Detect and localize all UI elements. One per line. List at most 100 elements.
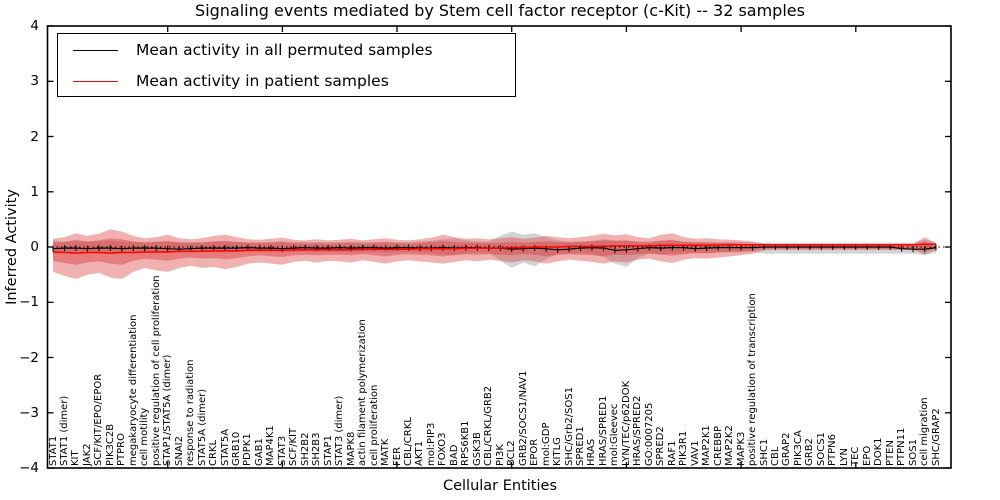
x-category-label: CRKL bbox=[208, 439, 220, 466]
x-category-label: SPRED2 bbox=[655, 426, 667, 466]
x-category-label: SHC1 bbox=[758, 438, 770, 466]
legend-box: Mean activity in all permuted samples Me… bbox=[57, 33, 516, 97]
x-category-label: SOS1 bbox=[907, 439, 919, 466]
x-category-label: megakaryocyte differentiation bbox=[127, 314, 139, 466]
x-category-label: PIK3C2B bbox=[104, 423, 116, 466]
x-category-label: GO:0007205 bbox=[643, 402, 655, 466]
x-category-label: GRB10 bbox=[230, 431, 242, 466]
x-category-label: FOXO3 bbox=[437, 432, 449, 466]
x-category-label: PIK3CA bbox=[792, 430, 804, 466]
x-category-label: PTPN6 bbox=[827, 433, 839, 466]
x-category-label: VAV1 bbox=[689, 440, 701, 466]
x-category-label: SPRED1 bbox=[575, 426, 587, 466]
x-category-label: GRAP2 bbox=[781, 432, 793, 466]
x-category-label: SHC/GRAP2 bbox=[930, 408, 942, 466]
x-axis-label: Cellular Entities bbox=[442, 478, 558, 494]
x-category-label: TEC bbox=[850, 446, 862, 466]
x-category-label: BCL2 bbox=[506, 440, 518, 466]
x-category-label: PTPN11 bbox=[896, 427, 908, 466]
legend-entry-patient: Mean activity in patient samples bbox=[58, 66, 515, 96]
x-category-label: STAT5A bbox=[219, 428, 231, 466]
x-category-label: SCF/KIT bbox=[288, 427, 300, 466]
y-tick-label: −2 bbox=[19, 349, 39, 366]
x-category-label: PDPK1 bbox=[242, 433, 254, 466]
x-category-label: GRB2/SOCS1/NAV1 bbox=[517, 370, 529, 466]
x-category-label: STAT1 (dimer) bbox=[58, 395, 70, 466]
x-category-label: CREBBP bbox=[712, 426, 724, 466]
x-category-label: BAD bbox=[448, 444, 460, 466]
x-category-label: STAP1/STAT5A (dimer) bbox=[162, 354, 174, 466]
legend-label: Mean activity in patient samples bbox=[136, 72, 389, 90]
x-category-label: STAT3 (dimer) bbox=[334, 395, 346, 466]
x-category-label: PI3K bbox=[494, 444, 506, 466]
x-category-label: STAT3 bbox=[276, 435, 288, 466]
y-tick-label: −3 bbox=[19, 404, 39, 421]
x-category-label: SCF/KIT/EPO/EPOR bbox=[93, 373, 105, 466]
x-category-label: HRAS/SPRED1 bbox=[597, 395, 609, 466]
x-category-label: MAP2K2 bbox=[724, 425, 736, 466]
x-category-label: PTEN bbox=[884, 440, 896, 466]
x-category-label: positive regulation of cell proliferatio… bbox=[150, 275, 162, 466]
x-category-label: PIK3R1 bbox=[678, 430, 690, 466]
patient-mean-line bbox=[52, 243, 936, 254]
x-category-label: cell motility bbox=[139, 407, 151, 466]
x-category-label: FER bbox=[391, 446, 403, 466]
x-category-label: positive regulation of transcription bbox=[747, 293, 759, 466]
x-category-label: SH2B2 bbox=[299, 432, 311, 466]
x-category-label: response to radiation bbox=[185, 359, 197, 466]
chart-title: Signaling events mediated by Stem cell f… bbox=[195, 1, 805, 20]
x-category-label: GAB1 bbox=[253, 438, 265, 466]
patient-band-outer bbox=[53, 229, 936, 279]
y-tick-label: −1 bbox=[19, 294, 39, 311]
x-category-label: mol:Gleevec bbox=[609, 403, 621, 466]
x-category-label: HRAS bbox=[586, 438, 598, 466]
x-category-label: HRAS/SPRED2 bbox=[632, 395, 644, 466]
x-category-label: RPS6KB1 bbox=[460, 420, 472, 466]
x-category-label: MAP4K1 bbox=[265, 425, 277, 466]
x-category-label: KITLG bbox=[552, 437, 564, 466]
x-category-label: SH2B3 bbox=[311, 432, 323, 466]
x-category-label: AKT1 bbox=[414, 440, 426, 466]
legend-entry-permuted: Mean activity in all permuted samples bbox=[58, 35, 515, 65]
x-category-label: JAK2 bbox=[81, 443, 93, 466]
permuted-samples-band bbox=[53, 231, 936, 268]
x-category-label: PTPRO bbox=[116, 433, 128, 466]
x-category-label: cell migration bbox=[919, 397, 931, 466]
x-category-label: STAT5A (dimer) bbox=[196, 388, 208, 466]
x-category-label: MATK bbox=[380, 438, 392, 466]
x-category-label: KIT bbox=[70, 450, 82, 466]
x-category-label: MAPK8 bbox=[345, 431, 357, 466]
y-tick-label: 1 bbox=[30, 183, 39, 200]
x-category-label: GSK3B bbox=[471, 432, 483, 466]
x-category-label: MAP2K1 bbox=[701, 425, 713, 466]
legend-line-black bbox=[73, 49, 118, 51]
x-category-label: EPO bbox=[861, 445, 873, 466]
x-category-label: SOCS1 bbox=[815, 432, 827, 466]
x-category-label: STAP1 bbox=[322, 435, 334, 466]
x-category-label: GRB2 bbox=[804, 438, 816, 466]
x-category-label: STAT1 bbox=[47, 435, 59, 466]
y-tick-label: −4 bbox=[19, 460, 39, 476]
y-tick-label: 0 bbox=[30, 239, 39, 255]
x-category-label: CBL bbox=[769, 446, 781, 466]
x-category-label: CBL/CRKL/GRB2 bbox=[483, 385, 495, 466]
y-tick-label: 2 bbox=[30, 128, 39, 145]
legend-label: Mean activity in all permuted samples bbox=[136, 41, 433, 59]
y-tick-label: 4 bbox=[30, 18, 39, 34]
x-category-label: LYN bbox=[838, 448, 850, 466]
x-category-label: MAPK3 bbox=[735, 431, 747, 466]
legend-line-red bbox=[73, 80, 118, 82]
x-category-label: cell proliferation bbox=[368, 384, 380, 466]
y-tick-label: 3 bbox=[30, 73, 39, 90]
x-category-label: CBL/CRKL bbox=[403, 417, 414, 466]
x-category-label: mol:PIP3 bbox=[425, 422, 437, 466]
x-category-label: EPOR bbox=[529, 438, 541, 466]
x-category-label: DOK1 bbox=[873, 437, 885, 467]
x-category-label: mol:GDP bbox=[540, 422, 552, 467]
x-category-label: SHC/Grb2/SOS1 bbox=[563, 386, 575, 466]
x-category-label: LYN/TEC/p62DOK bbox=[620, 380, 632, 466]
x-category-label: actin filament polymerization bbox=[357, 319, 369, 466]
x-category-label: RAF1 bbox=[666, 440, 678, 467]
